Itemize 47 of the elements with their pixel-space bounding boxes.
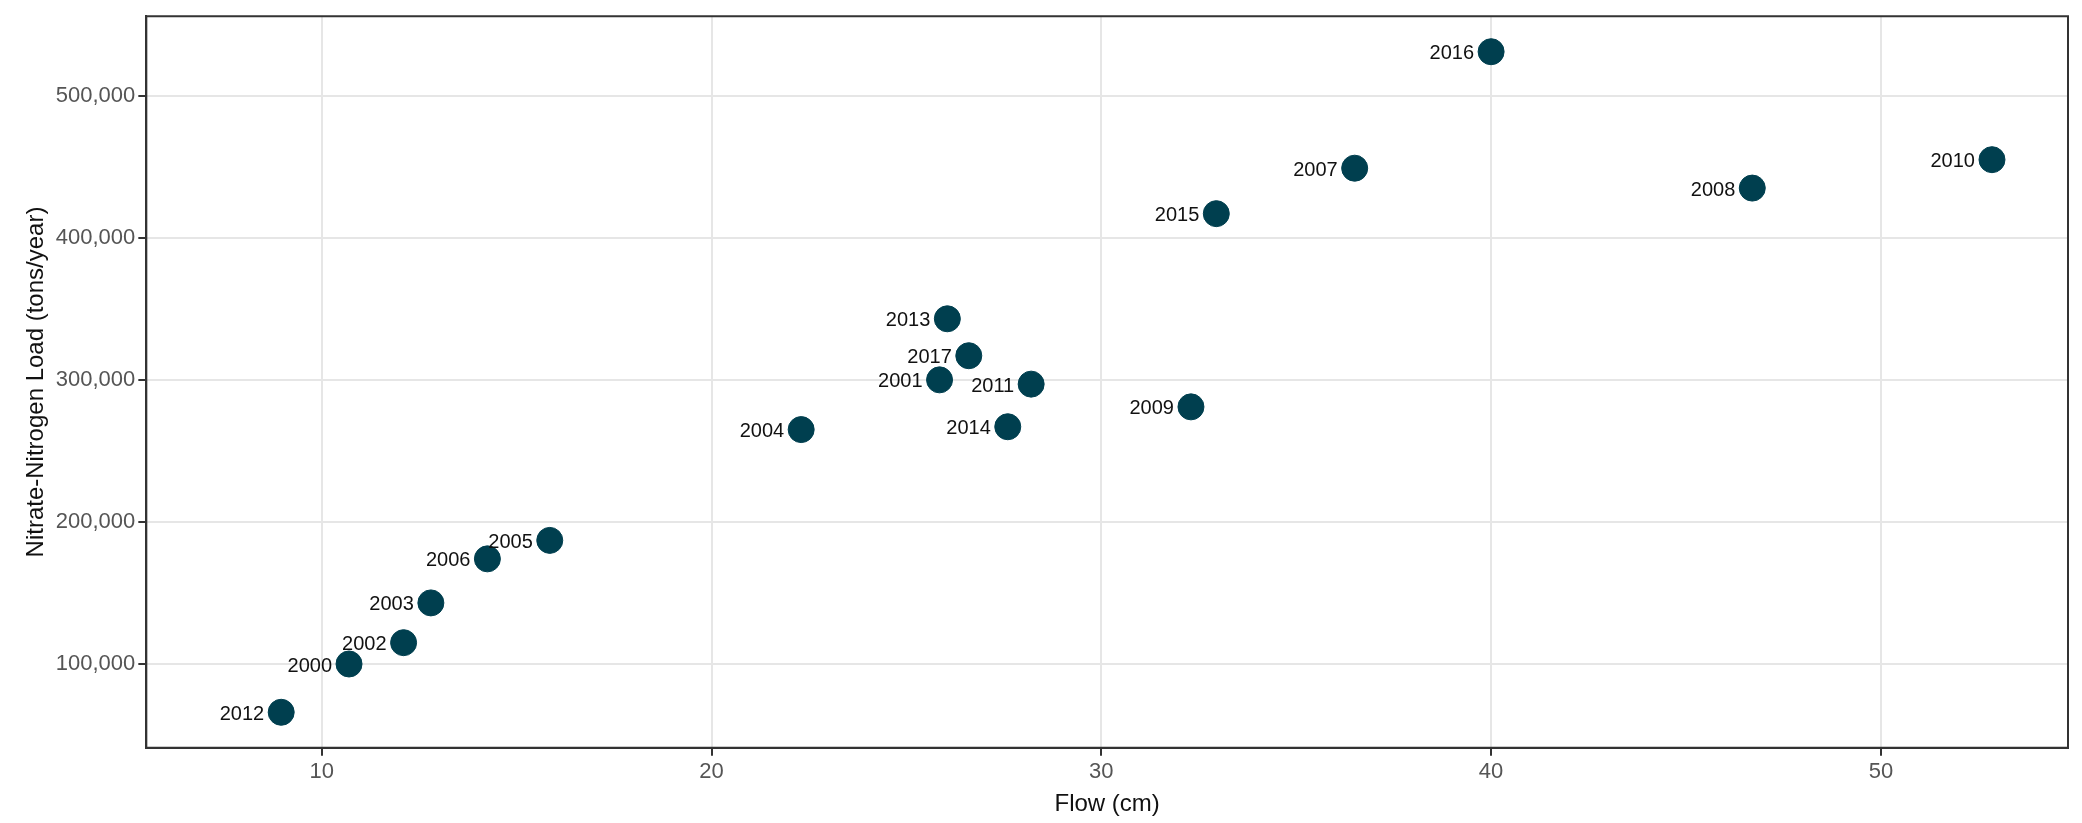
point — [787, 416, 815, 444]
y-tick-label: 500,000 — [55, 81, 136, 107]
point — [1341, 154, 1369, 182]
annotation: 2000 — [287, 653, 333, 676]
x-tick-label: 20 — [699, 758, 724, 784]
point — [390, 629, 418, 657]
point — [1978, 146, 2006, 174]
point — [994, 413, 1022, 441]
point — [536, 526, 564, 554]
y-tick-label: 300,000 — [55, 365, 136, 391]
point — [335, 650, 363, 678]
x-tick-label: 10 — [309, 758, 334, 784]
point — [417, 589, 445, 617]
point — [1202, 200, 1230, 228]
annotation: 2016 — [1429, 41, 1475, 64]
annotation: 2009 — [1129, 396, 1174, 419]
annotation: 2001 — [878, 369, 923, 392]
point — [1738, 174, 1766, 202]
annotation: 2007 — [1293, 157, 1338, 180]
y-tick-label: 100,000 — [55, 650, 136, 676]
annotation: 2004 — [739, 419, 785, 442]
point — [1017, 370, 1045, 398]
x-axis-title: Flow (cm) — [1054, 789, 1160, 817]
point — [1477, 38, 1505, 66]
annotation: 2005 — [488, 529, 533, 552]
y-tick-label: 400,000 — [55, 223, 136, 249]
annotation: 2006 — [425, 548, 471, 571]
annotation: 2012 — [219, 701, 265, 724]
point — [926, 366, 954, 394]
annotation: 2015 — [1154, 203, 1200, 226]
x-tick-label: 50 — [1868, 758, 1894, 784]
point — [1177, 393, 1205, 421]
annotation: 2011 — [971, 373, 1015, 396]
annotation: 2008 — [1690, 177, 1736, 200]
annotation: 2014 — [946, 416, 991, 439]
y-axis-title: Nitrate-Nitrogen Load (tons/year) — [21, 206, 49, 558]
x-tick-label: 40 — [1478, 758, 1504, 784]
annotation: 2013 — [885, 308, 931, 331]
point — [933, 305, 961, 333]
annotation: 2017 — [907, 345, 952, 368]
annotation: 2003 — [369, 592, 414, 615]
annotation: 2010 — [1930, 149, 1975, 172]
y-tick-label: 200,000 — [55, 507, 136, 533]
annotation: 2002 — [342, 632, 387, 655]
point — [267, 698, 295, 726]
point — [955, 342, 983, 370]
x-tick-label: 30 — [1089, 758, 1114, 784]
